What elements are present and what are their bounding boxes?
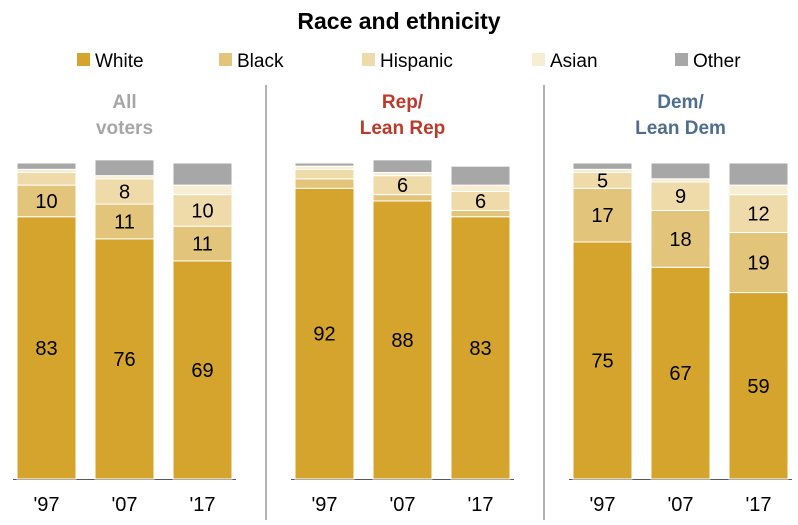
bar-segment-other (16, 162, 77, 170)
bar-segment-black (294, 178, 355, 189)
data-label-black: 10 (35, 191, 57, 213)
legend-swatch-other (675, 53, 688, 66)
x-tick-label: '07 (667, 494, 693, 516)
data-label-white: 59 (747, 376, 769, 398)
bar-segment-black (172, 225, 233, 262)
bar-segment-other (172, 162, 233, 186)
bar-segment-black (650, 209, 711, 268)
panel-title-line: Dem/ (657, 92, 704, 113)
bar-segment-other (572, 162, 633, 170)
data-label-white: 76 (113, 349, 135, 371)
panels: Allvoters8310'9776118'07691110'17Rep/Lea… (13, 85, 792, 520)
chart-title: Race and ethnicity (297, 8, 500, 34)
x-tick-label: '07 (111, 494, 137, 516)
bar-segment-hispanic (728, 194, 789, 234)
data-label-white: 83 (35, 338, 57, 360)
bar-segment-other (650, 162, 711, 180)
panel-title-line: voters (96, 118, 153, 139)
bar-segment-other (294, 162, 355, 167)
bar-segment-white (94, 238, 155, 480)
x-tick-label: '07 (389, 494, 415, 516)
x-tick-label: '97 (589, 494, 615, 516)
x-tick-label: '17 (467, 494, 493, 516)
panel-title-line: Rep/ (382, 92, 424, 113)
bar-segment-hispanic (16, 171, 77, 186)
bar-segment-asian (450, 184, 511, 192)
x-tick-label: '17 (189, 494, 215, 516)
data-label-hispanic: 9 (675, 186, 686, 208)
bar-segment-white (172, 260, 233, 480)
bar-segment-hispanic (172, 194, 233, 227)
bar-segment-black (728, 232, 789, 294)
data-label-black: 11 (192, 234, 213, 256)
legend-label-hispanic: Hispanic (380, 51, 453, 72)
legend-label-white: White (95, 51, 144, 72)
legend-label-black: Black (237, 51, 284, 72)
data-label-black: 19 (747, 253, 769, 275)
legend-label-asian: Asian (550, 51, 598, 72)
bar-segment-hispanic (294, 168, 355, 180)
bar-segment-white (450, 216, 511, 480)
x-tick-label: '97 (311, 494, 337, 516)
legend: White Black Hispanic Asian Other (77, 51, 741, 72)
bar-segment-white (294, 187, 355, 480)
bar-segment-other (372, 159, 433, 173)
bar-segment-white (728, 292, 789, 480)
legend-label-other: Other (693, 51, 741, 72)
panel-title-line: Lean Dem (635, 118, 726, 139)
data-label-black: 17 (591, 205, 613, 227)
bar-segment-other (94, 159, 155, 177)
panel-title-line: Lean Rep (360, 118, 446, 139)
x-tick-label: '17 (745, 494, 771, 516)
data-label-white: 92 (313, 324, 335, 346)
bar-segment-white (16, 216, 77, 480)
legend-swatch-hispanic (362, 53, 375, 66)
bar-segment-hispanic (94, 178, 155, 205)
bar-segment-white (650, 266, 711, 480)
data-label-hispanic: 10 (191, 200, 213, 222)
data-label-hispanic: 6 (475, 191, 486, 213)
bar-segment-asian (172, 184, 233, 196)
panel-all-voters: All voters 83 10 '97 76 11 8 '07 69 11 10 '17 (13, 92, 236, 516)
data-label-white: 69 (191, 360, 213, 382)
legend-swatch-asian (532, 53, 545, 66)
data-label-hispanic: 12 (747, 204, 769, 226)
data-label-white: 75 (591, 351, 613, 373)
bar-segment-white (372, 200, 433, 480)
bar-segment-asian (728, 184, 789, 196)
data-label-white: 88 (391, 330, 413, 352)
panel-dem-lean-dem: Dem/Lean Dem 75 17 5 '97 67 18 9 '07 59 19 12 '17 (569, 92, 792, 516)
bar-segment-other (450, 165, 511, 186)
data-label-hispanic: 6 (397, 175, 408, 197)
panel-rep-lean-rep: Rep/Lean Rep 92 '97 88 6 '07 83 6 '17 (291, 92, 514, 516)
panel-title-line: All (112, 92, 136, 113)
legend-swatch-white (77, 53, 90, 66)
data-label-white: 67 (669, 363, 691, 385)
bar-segment-other (728, 162, 789, 186)
bar-segment-white (572, 241, 633, 480)
data-label-hispanic: 5 (597, 170, 608, 192)
legend-swatch-black (219, 53, 232, 66)
data-label-white: 83 (469, 338, 491, 360)
data-label-black: 18 (669, 229, 691, 251)
data-label-black: 11 (114, 211, 135, 233)
x-tick-label: '97 (33, 494, 59, 516)
data-label-hispanic: 8 (119, 181, 130, 203)
bar-segment-hispanic (650, 181, 711, 211)
